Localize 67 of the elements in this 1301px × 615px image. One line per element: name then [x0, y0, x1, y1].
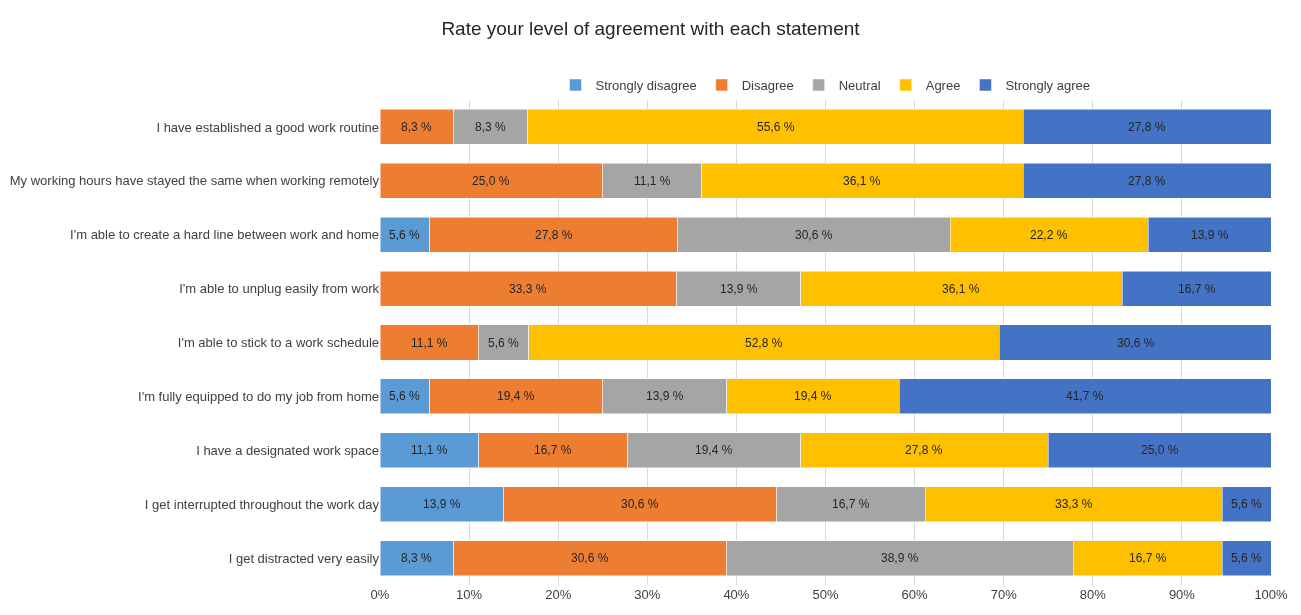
- data-label: 25,0 %: [1141, 443, 1179, 457]
- data-label: 8,3 %: [401, 551, 433, 565]
- data-label: 36,1 %: [942, 282, 980, 296]
- data-label: 11,1 %: [411, 336, 448, 350]
- data-label: 13,9 %: [720, 282, 758, 296]
- data-label: 8,3 %: [475, 120, 507, 134]
- data-label: 8,3 %: [401, 120, 433, 134]
- chart-title: Rate your level of agreement with each statement: [441, 17, 861, 39]
- data-label: 5,6 %: [1231, 551, 1263, 565]
- x-tick-label: 20%: [545, 587, 572, 602]
- x-tick-label: 0%: [370, 587, 390, 602]
- data-label: 27,8 %: [535, 228, 573, 242]
- y-tick-label: I have established a good work routine: [156, 119, 379, 135]
- y-tick-label: I'm able to create a hard line between work and home: [70, 227, 379, 243]
- data-label: 16,7 %: [1129, 551, 1167, 565]
- y-tick-label: I'm able to stick to a work schedule: [177, 335, 379, 351]
- data-label: 16,7 %: [534, 443, 572, 457]
- x-tick-label: 90%: [1168, 587, 1196, 602]
- data-label: 27,8 %: [905, 443, 943, 457]
- data-label: 33,3 %: [509, 282, 547, 296]
- data-label: 30,6 %: [795, 228, 833, 242]
- data-label: 5,6 %: [488, 336, 520, 350]
- data-label: 16,7 %: [832, 497, 870, 511]
- legend-label: Strongly agree: [1005, 78, 1090, 94]
- data-label: 11,1 %: [411, 443, 448, 457]
- y-tick-label: My working hours have stayed the same when working remotely: [9, 173, 380, 189]
- x-tick-label: 80%: [1079, 587, 1107, 602]
- x-tick-label: 10%: [456, 587, 483, 602]
- data-label: 52,8 %: [745, 336, 783, 350]
- y-tick-label: I get distracted very easily: [228, 550, 380, 566]
- data-label: 13,9 %: [1191, 228, 1229, 242]
- x-tick-label: 100%: [1254, 587, 1289, 602]
- x-tick-label: 30%: [634, 587, 661, 602]
- data-label: 41,7 %: [1066, 389, 1104, 403]
- data-label: 25,0 %: [472, 174, 510, 188]
- data-label: 55,6 %: [757, 120, 795, 134]
- data-label: 30,6 %: [621, 497, 659, 511]
- y-tick-label: I have a designated work space: [196, 442, 379, 458]
- legend-label: Disagree: [741, 78, 794, 94]
- data-label: 27,8 %: [1128, 120, 1166, 134]
- data-label: 19,4 %: [794, 389, 832, 403]
- x-tick-label: 60%: [901, 587, 929, 602]
- data-label: 11,1 %: [634, 174, 671, 188]
- legend-label: Neutral: [838, 78, 881, 94]
- legend-label: Agree: [925, 78, 961, 94]
- x-tick-label: 50%: [812, 587, 839, 602]
- x-tick-label: 40%: [723, 587, 750, 602]
- y-tick-label: I get interrupted throughout the work day: [144, 496, 380, 512]
- data-label: 36,1 %: [843, 174, 881, 188]
- y-tick-label: I'm able to unplug easily from work: [179, 281, 380, 297]
- data-label: 22,2 %: [1030, 228, 1068, 242]
- data-label: 5,6 %: [389, 389, 421, 403]
- data-label: 30,6 %: [1117, 336, 1155, 350]
- data-label: 13,9 %: [423, 497, 461, 511]
- data-label: 19,4 %: [497, 389, 535, 403]
- data-label: 5,6 %: [1231, 497, 1263, 511]
- data-label: 27,8 %: [1128, 174, 1166, 188]
- data-label: 30,6 %: [571, 551, 609, 565]
- data-label: 19,4 %: [695, 443, 733, 457]
- x-tick-label: 70%: [990, 587, 1018, 602]
- data-label: 5,6 %: [389, 228, 421, 242]
- data-label: 16,7 %: [1178, 282, 1216, 296]
- y-tick-label: I'm fully equipped to do my job from home: [138, 388, 379, 404]
- data-label: 13,9 %: [646, 389, 684, 403]
- data-label: 33,3 %: [1055, 497, 1093, 511]
- legend-label: Strongly disagree: [595, 78, 697, 94]
- data-label: 38,9 %: [881, 551, 919, 565]
